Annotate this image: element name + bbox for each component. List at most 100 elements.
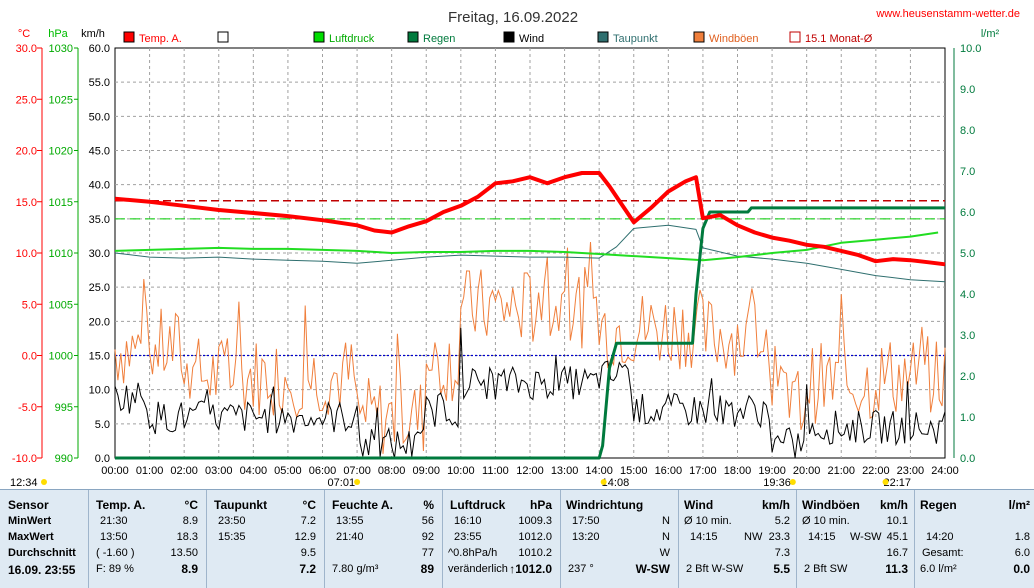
windboeen-header: Windböen (802, 498, 860, 512)
col-windrichtung: Windrichtung 17:50 N 13:20 N W 237 ° W-S… (560, 490, 679, 588)
kmh-tick-label: 15.0 (89, 351, 110, 363)
temp-tick-label: 15.0 (16, 197, 37, 209)
legend-swatch (693, 31, 705, 43)
col-luftdruck: Luftdruck hPa 16:10 1009.3 23:55 1012.0 … (442, 490, 561, 588)
x-tick-label: 17:00 (689, 465, 717, 477)
x-tick-label: 20:00 (793, 465, 821, 477)
temp-tick-label: 25.0 (16, 94, 37, 106)
windboeen-max-dir: W-SW (850, 531, 882, 543)
luftdruck-current: ↑1012.0 (509, 562, 552, 576)
axis-labels: 30.0 25.0 20.0 15.0 10.0 5.0 0.0 -5.0 -10.0 1030 1… (12, 43, 982, 477)
windboeen-cur-note: 2 Bft SW (804, 563, 848, 575)
feuchte-cur-note: 7.80 g/m³ (332, 563, 379, 575)
hpa-tick-label: 990 (55, 453, 73, 465)
col-feuchte: Feuchte A. % 13:55 56 21:40 92 77 7.80 g… (324, 490, 443, 588)
col-sensor: Sensor MinWert MaxWert Durchschnitt 16.0… (0, 490, 89, 588)
wind-max-dir: NW (744, 531, 763, 543)
x-tick-label: 07:00 (343, 465, 371, 477)
temp-min-time: 21:30 (100, 515, 128, 527)
regen-total: 6.0 (1014, 547, 1030, 559)
temp-tick-label: 0.0 (22, 351, 37, 363)
legend-label: Taupunkt (613, 33, 658, 45)
series-layer (114, 171, 946, 460)
chart-title: Freitag, 16.09.2022 (448, 9, 578, 26)
series-luftdruck (114, 231, 939, 262)
hpa-tick-label: 1010 (49, 248, 73, 260)
series-tempa (114, 171, 946, 267)
x-tick-label: 18:00 (724, 465, 752, 477)
col-wind: Wind km/h Ø 10 min. 5.2 14:15 NW 23.3 7.… (678, 490, 797, 588)
x-tick-label: 09:00 (412, 465, 440, 477)
time-markers: 12:34 07:01 14:08 19:36 22:17 (10, 477, 911, 489)
time-marker-label: 07:01 (328, 477, 356, 489)
luftdruck-header: Luftdruck (450, 498, 506, 512)
hpa-tick-label: 1000 (49, 351, 73, 363)
kmh-tick-label: 40.0 (89, 180, 110, 192)
windrichtung-header: Windrichtung (566, 498, 644, 512)
rain-tick-label: 1.0 (960, 412, 975, 424)
taupunkt-unit: °C (302, 498, 316, 512)
regen-header: Regen (920, 498, 957, 512)
luftdruck-avg: 1010.2 (518, 547, 552, 559)
col-regen: Regen l/m² 14:20 1.8 Gesamt: 6.0 6.0 l/m… (914, 490, 1034, 588)
x-tick-label: 13:00 (551, 465, 579, 477)
row-label-max: MaxWert (8, 531, 54, 543)
windboeen-min: 10.1 (886, 515, 908, 527)
luftdruck-min-time: 16:10 (454, 515, 482, 527)
series-regen (115, 206, 945, 460)
hpa-tick-label: 1025 (49, 94, 73, 106)
legend-label: Wind (519, 33, 544, 45)
taupunkt-current: 7.2 (299, 562, 316, 576)
x-tick-label: 04:00 (240, 465, 268, 477)
temp-min: 8.9 (182, 515, 198, 527)
row-label-min: MinWert (8, 515, 52, 527)
legend-swatch (217, 31, 229, 43)
windrichtung-avg: W (659, 547, 670, 559)
windboeen-current: 11.3 (885, 562, 908, 576)
regen-cur-note: 6.0 l/m² (920, 563, 957, 575)
x-tick-label: 22:00 (862, 465, 890, 477)
sensor-date: 16.09. 23:55 (8, 563, 76, 577)
feuchte-max-time: 21:40 (336, 531, 364, 543)
x-tick-label: 08:00 (378, 465, 406, 477)
kmh-tick-label: 55.0 (89, 77, 110, 89)
hpa-tick-label: 1005 (49, 299, 73, 311)
hpa-tick-label: 1020 (49, 146, 73, 158)
legend: Temp. A. Luftdruck Regen Wind Taupunkt Windbö… (123, 31, 873, 45)
kmh-tick-label: 60.0 (89, 43, 110, 55)
row-label-avg: Durchschnitt (8, 547, 76, 559)
wind-unit: km/h (761, 498, 790, 512)
wind-avg: 7.3 (774, 547, 790, 559)
temp-tick-label: 20.0 (16, 146, 37, 158)
legend-label: Windböen (709, 33, 759, 45)
x-tick-label: 01:00 (136, 465, 164, 477)
luftdruck-max: 1012.0 (518, 531, 552, 543)
sun-marker-icon (882, 479, 889, 485)
feuchte-max: 92 (421, 531, 434, 543)
temp-tick-label: 30.0 (16, 43, 37, 55)
hpa-tick-label: 1030 (49, 43, 73, 55)
x-tick-label: 06:00 (309, 465, 337, 477)
x-tick-label: 12:00 (516, 465, 544, 477)
wind-current: 5.5 (773, 562, 790, 576)
col-temp: Temp. A. °C 21:30 8.9 13:50 18.3 ( -1.60… (88, 490, 207, 588)
kmh-tick-label: 20.0 (89, 316, 110, 328)
luftdruck-trend: ^0.8hPa/h (448, 547, 498, 559)
windboeen-avg: 16.7 (886, 547, 908, 559)
temp-avg-note: ( -1.60 ) (96, 547, 135, 559)
regen-current: 0.0 (1013, 562, 1030, 576)
kmh-tick-label: 50.0 (89, 111, 110, 123)
rain-tick-label: 7.0 (960, 166, 975, 178)
x-tick-label: 23:00 (897, 465, 925, 477)
wind-cur-note: 2 Bft W-SW (686, 563, 744, 575)
taupunkt-min-time: 23:50 (218, 515, 246, 527)
kmh-tick-label: 0.0 (95, 453, 110, 465)
time-marker-label: 14:08 (602, 477, 630, 489)
feuchte-min-time: 13:55 (336, 515, 364, 527)
col-taupunkt: Taupunkt °C 23:50 7.2 15:35 12.9 9.5 7.2 (206, 490, 325, 588)
website-link[interactable]: www.heusenstamm-wetter.de (875, 8, 1020, 20)
taupunkt-header: Taupunkt (214, 498, 268, 512)
rain-tick-label: 5.0 (960, 248, 975, 260)
x-tick-label: 05:00 (274, 465, 302, 477)
sun-marker-icon (354, 479, 361, 485)
